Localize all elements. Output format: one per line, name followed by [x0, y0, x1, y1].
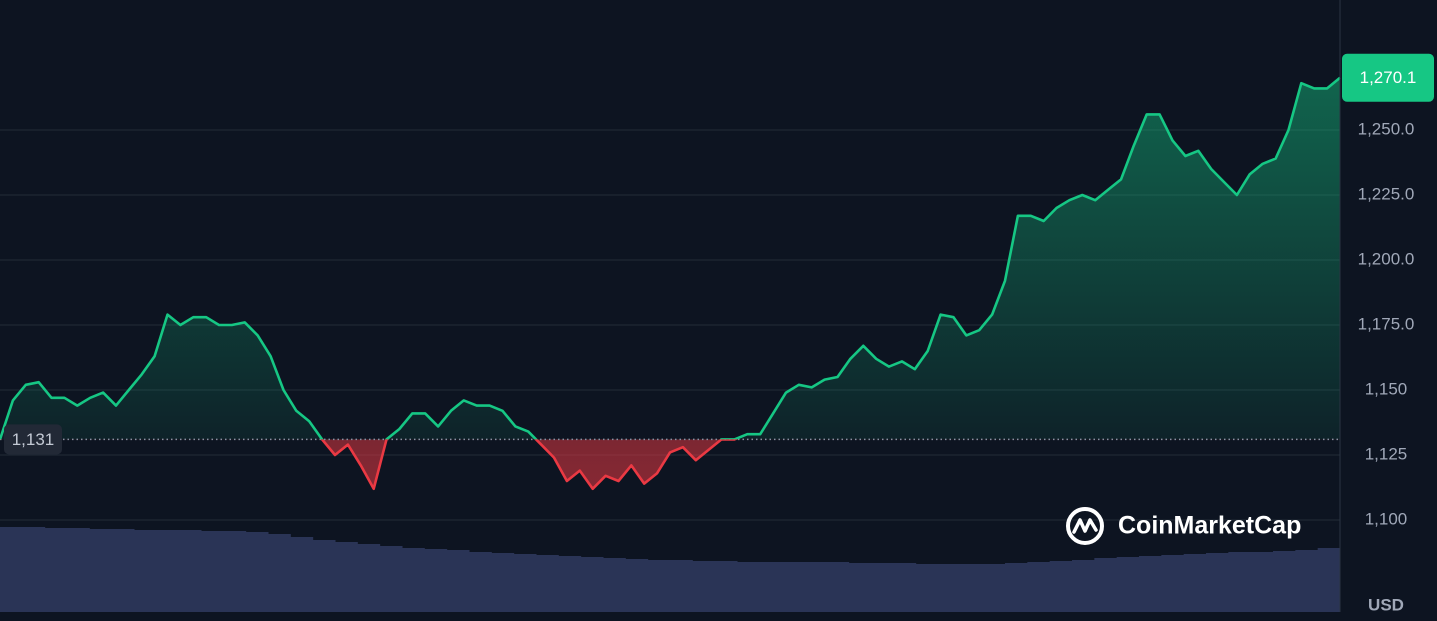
volume-bar [134, 530, 157, 612]
volume-bar [402, 548, 425, 612]
volume-bar [1228, 552, 1252, 612]
plot: 1,131 1,270.1 [0, 53, 1434, 491]
volume-bar [558, 556, 582, 612]
watermark: CoinMarketCap [1066, 507, 1301, 545]
volume-bar [245, 532, 269, 612]
y-tick-label: 1,175.0 [1358, 314, 1415, 333]
volume-bar [960, 564, 984, 612]
volume-bar [44, 528, 68, 612]
volume-bar [1027, 562, 1051, 612]
volume-bar [491, 553, 515, 612]
volume-bar [111, 529, 135, 612]
last-price-tag [1342, 53, 1434, 102]
y-tick-label: 1,250.0 [1358, 119, 1415, 138]
volume-bar [223, 531, 247, 612]
volume-bar [1183, 554, 1207, 612]
y-tick-label: 1,150 [1365, 379, 1408, 398]
volume-bar [1072, 560, 1095, 612]
volume-bar [268, 534, 291, 612]
volume-bar [0, 527, 23, 612]
volume-bar [357, 544, 381, 612]
volume-bar [536, 555, 559, 612]
volume-bar [1116, 557, 1140, 612]
volume-bar [647, 560, 671, 612]
volume-bars [0, 527, 1341, 612]
watermark-logo [1066, 507, 1104, 545]
volume-bar [1295, 550, 1319, 612]
volume-bar [156, 530, 180, 612]
volume-bar [938, 564, 961, 612]
volume-bar [469, 552, 492, 612]
volume-bar [1317, 548, 1341, 612]
y-tick-label: 1,225.0 [1358, 184, 1415, 203]
volume-bar [1005, 563, 1028, 612]
volume-bar [781, 562, 805, 612]
volume-bar [446, 550, 470, 612]
y-tick-label: 1,200.0 [1358, 249, 1415, 268]
volume-bar [1273, 551, 1296, 612]
volume-bar [915, 564, 939, 612]
volume-bar [804, 562, 827, 612]
volume-bar [1250, 552, 1274, 612]
volume-bar [1094, 558, 1118, 612]
volume-bar [826, 562, 850, 612]
volume-bar [580, 557, 604, 612]
y-tick-label: 1,100 [1365, 509, 1408, 528]
last-price-label: 1,270.1 [1360, 68, 1417, 87]
volume-bar [67, 528, 90, 612]
volume-bar [89, 529, 113, 612]
volume-bar [178, 530, 202, 612]
volume-bar [513, 554, 537, 612]
volume-bar [848, 563, 872, 612]
volume-bar [312, 540, 336, 612]
volume-bar [424, 549, 448, 612]
volume-bar [692, 561, 716, 612]
volume-bar [290, 537, 314, 612]
volume-bar [22, 527, 46, 612]
volume-bar [714, 561, 738, 612]
volume-bar [737, 562, 760, 612]
volume-bar [335, 542, 358, 612]
watermark-text: CoinMarketCap [1118, 512, 1301, 540]
volume-bar [379, 546, 403, 612]
volume-bar [670, 560, 693, 612]
y-ticks: 1,100 1,125 1,150 1,175.0 1,200.0 1,225.0 1,25… [1358, 119, 1415, 528]
area-below [0, 439, 1340, 489]
volume-bar [871, 563, 894, 612]
volume-bar [625, 559, 649, 612]
volume-bar [1139, 556, 1162, 612]
volume-bar [1161, 555, 1185, 612]
volume-bar [201, 531, 224, 612]
area-above [0, 77, 1340, 440]
volume-bar [1049, 561, 1073, 612]
volume-bar [982, 564, 1006, 612]
volume-bar [759, 562, 783, 612]
baseline-label-bg [4, 424, 62, 455]
price-line [0, 76, 1341, 440]
baseline-label: 1,131 [12, 430, 55, 449]
volume-bar [603, 558, 626, 612]
y-tick-label: 1,125 [1365, 444, 1408, 463]
volume-bar [1206, 553, 1229, 612]
price-line-below [0, 439, 738, 491]
volume-bar [893, 563, 917, 612]
currency-label: USD [1368, 595, 1404, 614]
watermark-logo-mark [1072, 518, 1098, 534]
